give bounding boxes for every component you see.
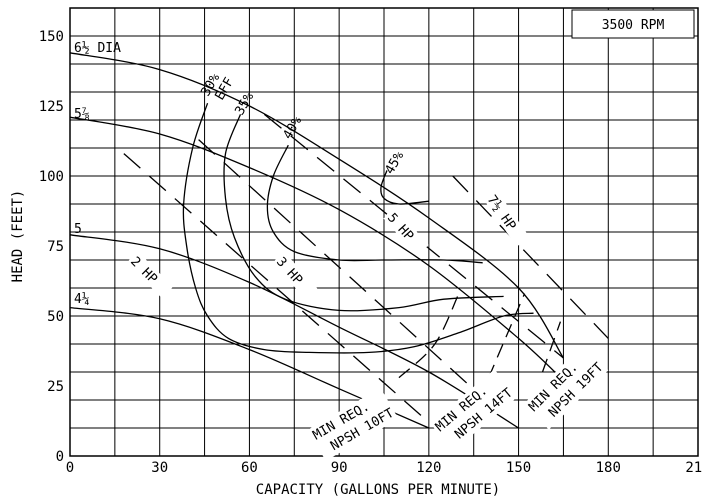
label-eff-40: 40% [280, 114, 305, 142]
x-tick-label: 150 [506, 460, 531, 476]
plot-frame [69, 7, 699, 457]
speed-label: 3500 RPM [602, 18, 665, 33]
x-tick-label: 30 [151, 460, 168, 476]
y-tick-label: 125 [39, 99, 64, 115]
impeller-curve-0 [69, 52, 564, 359]
label-npsh-19: MIN REQ. NPSH 19FT [523, 344, 609, 430]
x-tick-label: 90 [331, 460, 348, 476]
x-tick-label: 0 [66, 460, 74, 476]
y-tick-label: 150 [39, 29, 64, 45]
x-tick-label: 180 [596, 460, 621, 476]
grid [69, 7, 699, 457]
speed-label-box [571, 9, 695, 39]
y-tick-label: 50 [47, 309, 64, 325]
label-npsh-10: MIN REQ. NPSH 10FT [307, 387, 399, 461]
x-tick-label: 210 [685, 460, 703, 476]
npsh-curve-1 [488, 293, 526, 378]
npsh-curve-0 [398, 293, 460, 379]
efficiency-curve-0 [182, 102, 534, 354]
x-tick-label: 60 [241, 460, 258, 476]
efficiency-curve-2 [266, 144, 483, 264]
y-tick-label: 100 [39, 169, 64, 185]
impeller-curve-1 [69, 116, 564, 381]
label-eff-35: 35% [232, 90, 257, 118]
x-tick-label: 120 [416, 460, 441, 476]
y-tick-label: 25 [47, 379, 64, 395]
y-tick-label: 75 [47, 239, 64, 255]
impeller-curve-2 [69, 234, 519, 429]
power-line-2 [263, 113, 564, 359]
label-dia-5-7-8: 5⅞ [74, 107, 90, 122]
efficiency-curve-1 [223, 114, 504, 312]
power-line-1 [198, 139, 496, 409]
power-line-3 [452, 175, 609, 339]
label-hp-7half: 7½ HP [483, 189, 530, 247]
label-hp-2: 2 HP [126, 251, 174, 299]
label-dia-4qtr: 4¼ [74, 292, 90, 307]
x-axis-label: CAPACITY (GALLONS PER MINUTE) [256, 482, 500, 498]
y-tick-label: 0 [56, 449, 64, 465]
y-axis-label: HEAD (FEET) [10, 190, 26, 283]
tick-labels: 0 30 60 90 120 150 180 210 0 25 50 75 100 125 150 [39, 29, 703, 476]
label-dia-5: 5 [74, 222, 82, 237]
efficiency-curve-3 [380, 170, 429, 205]
label-dia-6half: 6½ DIA [74, 41, 121, 56]
npsh-curve-2 [541, 321, 562, 373]
